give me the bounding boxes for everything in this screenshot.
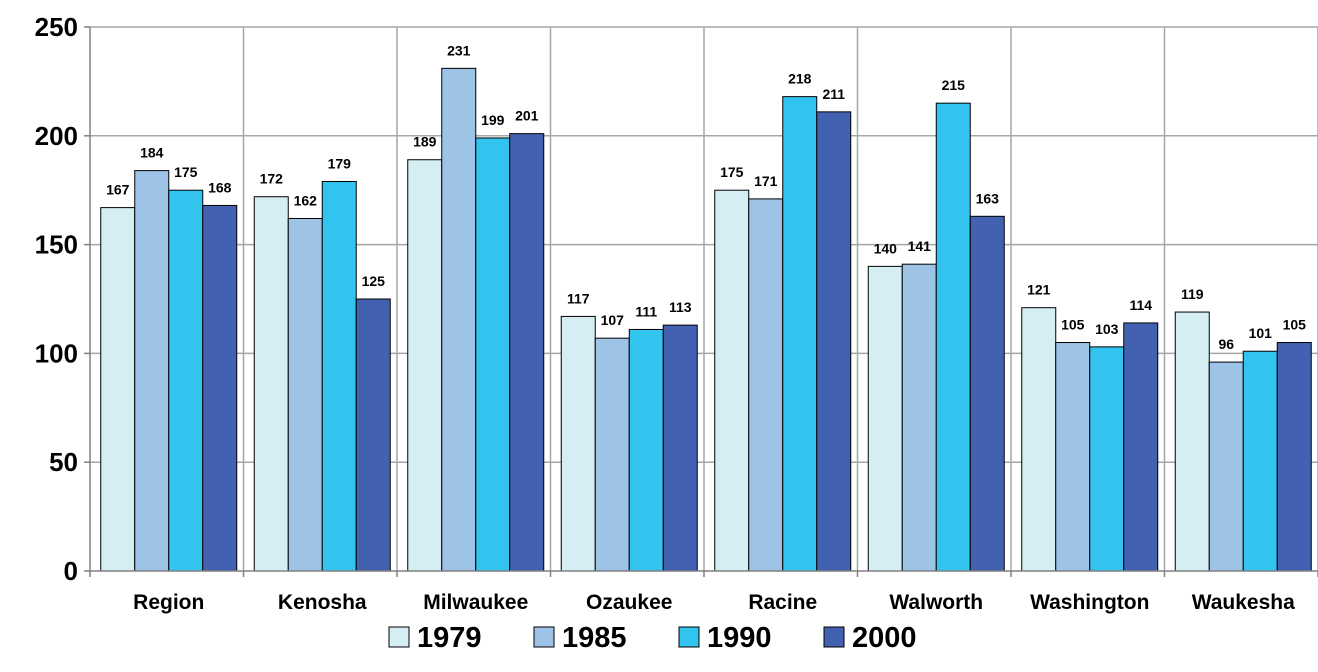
x-tick-label: Kenosha <box>278 591 367 614</box>
legend-swatch-1985 <box>533 626 555 648</box>
bar-2000-region <box>202 204 238 572</box>
data-label: 215 <box>942 77 966 93</box>
bar-2000-milwaukee <box>509 133 545 572</box>
data-label: 103 <box>1095 321 1119 337</box>
bar-2000-racine <box>816 111 852 572</box>
x-tick-label: Ozaukee <box>586 591 672 614</box>
data-label: 199 <box>481 112 505 128</box>
bar-1985-racine <box>748 198 784 572</box>
y-tick-label: 50 <box>49 447 78 477</box>
bar-1990-walworth <box>935 102 971 572</box>
bar-2000-washington <box>1123 322 1159 572</box>
y-tick-label: 100 <box>35 338 78 368</box>
bar-1985-washington <box>1055 342 1091 572</box>
x-tick-label: Walworth <box>889 591 983 614</box>
data-label: 231 <box>447 42 471 58</box>
data-label: 179 <box>328 155 352 171</box>
x-tick-label: Waukesha <box>1192 591 1295 614</box>
data-label: 119 <box>1181 286 1204 302</box>
bar-1990-racine <box>782 96 818 572</box>
data-label: 167 <box>106 182 130 198</box>
bar-1979-walworth <box>867 265 903 572</box>
data-label: 162 <box>294 192 318 208</box>
bar-1990-kenosha <box>321 180 357 572</box>
bar-1979-region <box>100 207 136 572</box>
legend-label-1985: 1985 <box>562 622 627 654</box>
data-label: 163 <box>976 190 1000 206</box>
data-label: 121 <box>1027 282 1051 298</box>
data-label: 105 <box>1061 317 1085 333</box>
data-label: 117 <box>567 290 590 306</box>
x-axis-ticks: Region Kenosha Milwaukee Ozaukee Racine Walwo… <box>133 591 1295 614</box>
data-label: 201 <box>515 108 539 124</box>
axes <box>84 26 1318 577</box>
y-tick-label: 0 <box>64 556 78 586</box>
bar-1990-ozaukee <box>628 328 664 572</box>
bar-1990-waukesha <box>1242 350 1278 572</box>
data-label: 140 <box>874 240 898 256</box>
x-tick-label: Region <box>133 591 204 614</box>
bar-1985-ozaukee <box>594 337 630 572</box>
y-axis-ticks: 0 50 100 150 200 250 <box>35 12 78 586</box>
bar-1979-racine <box>714 189 750 572</box>
bar-1990-region <box>168 189 204 572</box>
bar-1985-walworth <box>901 263 937 572</box>
bar-2000-ozaukee <box>662 324 698 572</box>
bar-1979-kenosha <box>253 196 289 572</box>
legend-swatch-2000 <box>823 626 845 648</box>
x-tick-label: Washington <box>1030 591 1149 614</box>
bars <box>100 67 1312 572</box>
data-labels: 167 184 175 168 172 162 179 125 189 231 199 201 117 1… <box>106 42 1306 352</box>
x-tick-label: Racine <box>748 591 817 614</box>
bar-2000-walworth <box>969 215 1005 572</box>
bar-1985-waukesha <box>1208 361 1244 572</box>
y-tick-label: 200 <box>35 121 78 151</box>
data-label: 175 <box>720 164 744 180</box>
y-tick-label: 150 <box>35 230 78 260</box>
bar-1985-milwaukee <box>441 67 477 572</box>
data-label: 111 <box>635 303 657 319</box>
data-label: 184 <box>140 145 164 161</box>
legend-swatch-1990 <box>678 626 700 648</box>
bar-1990-milwaukee <box>475 137 511 572</box>
data-label: 114 <box>1129 297 1152 313</box>
data-label: 113 <box>669 299 692 315</box>
data-label: 211 <box>822 86 845 102</box>
y-tick-label: 250 <box>35 12 78 42</box>
legend: 1979 1985 1990 2000 <box>388 622 917 654</box>
bar-1979-washington <box>1021 307 1057 572</box>
data-label: 189 <box>413 134 437 150</box>
bar-1979-milwaukee <box>407 159 443 572</box>
bar-1979-ozaukee <box>560 315 596 572</box>
bar-1990-washington <box>1089 346 1125 572</box>
data-label: 125 <box>362 273 386 289</box>
data-label: 105 <box>1283 317 1307 333</box>
data-label: 175 <box>174 164 198 180</box>
x-tick-label: Milwaukee <box>423 591 528 614</box>
data-label: 101 <box>1249 325 1273 341</box>
bar-2000-waukesha <box>1276 342 1312 572</box>
data-label: 107 <box>601 312 625 328</box>
bar-1985-region <box>134 170 170 572</box>
legend-label-1979: 1979 <box>417 622 482 654</box>
bar-2000-kenosha <box>355 298 391 572</box>
data-label: 172 <box>260 171 284 187</box>
data-label: 96 <box>1218 336 1234 352</box>
bar-1979-waukesha <box>1174 311 1210 572</box>
legend-label-1990: 1990 <box>707 622 772 654</box>
data-label: 171 <box>754 173 778 189</box>
data-label: 168 <box>208 179 232 195</box>
data-label: 141 <box>908 238 932 254</box>
data-label: 218 <box>788 71 812 87</box>
legend-label-2000: 2000 <box>852 622 917 654</box>
bar-1985-kenosha <box>287 217 323 572</box>
legend-swatch-1979 <box>388 626 410 648</box>
